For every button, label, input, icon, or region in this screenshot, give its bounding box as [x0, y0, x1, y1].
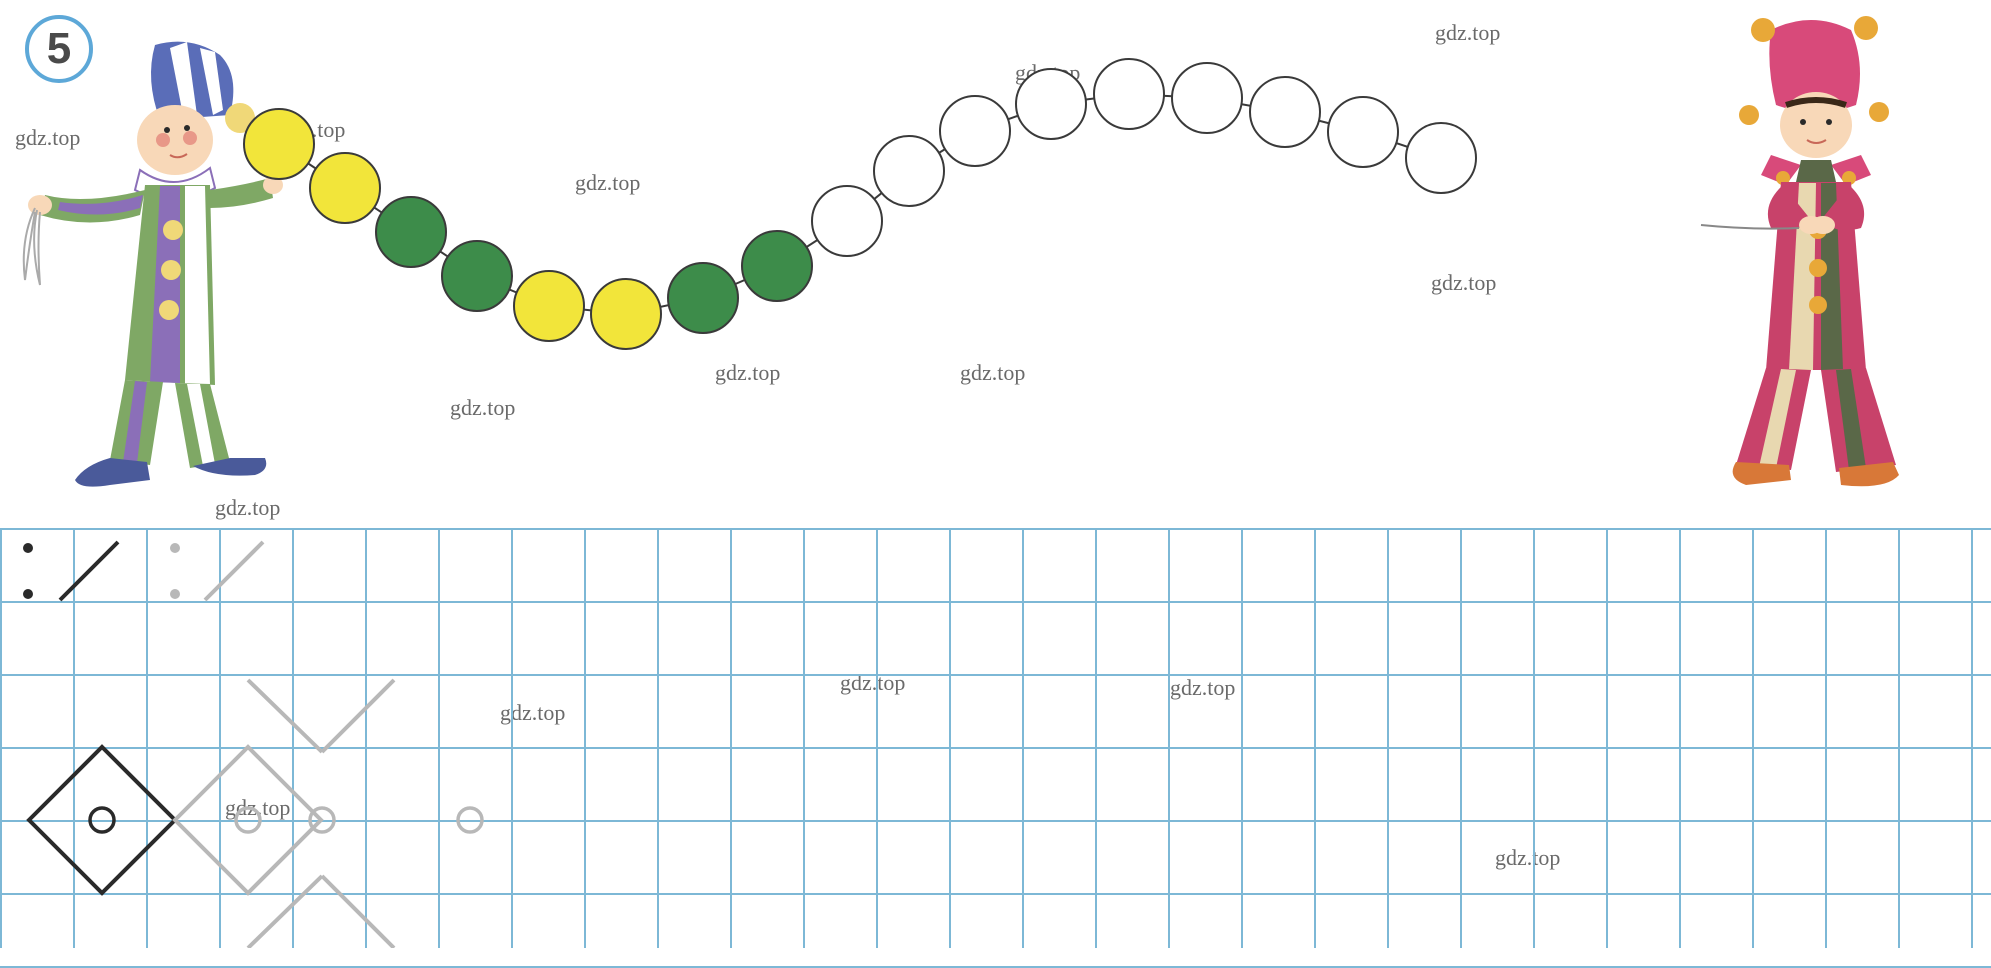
bead-15: [1327, 96, 1399, 168]
bead-1: [309, 152, 381, 224]
clown-right-illustration: [1671, 10, 1971, 500]
bead-4: [513, 270, 585, 342]
watermark-text: gdz.top: [450, 395, 515, 421]
bead-13: [1171, 62, 1243, 134]
bead-8: [811, 185, 883, 257]
writing-grid: [0, 528, 1991, 948]
bead-chain: [215, 40, 1695, 380]
bead-2: [375, 196, 447, 268]
bead-11: [1015, 68, 1087, 140]
bead-14: [1249, 76, 1321, 148]
practice-pattern: [0, 528, 1991, 948]
bead-16: [1405, 122, 1477, 194]
bead-7: [741, 230, 813, 302]
bead-3: [441, 240, 513, 312]
bead-12: [1093, 58, 1165, 130]
bead-5: [590, 278, 662, 350]
bead-9: [873, 135, 945, 207]
bead-0: [243, 108, 315, 180]
bead-10: [939, 95, 1011, 167]
bead-6: [667, 262, 739, 334]
